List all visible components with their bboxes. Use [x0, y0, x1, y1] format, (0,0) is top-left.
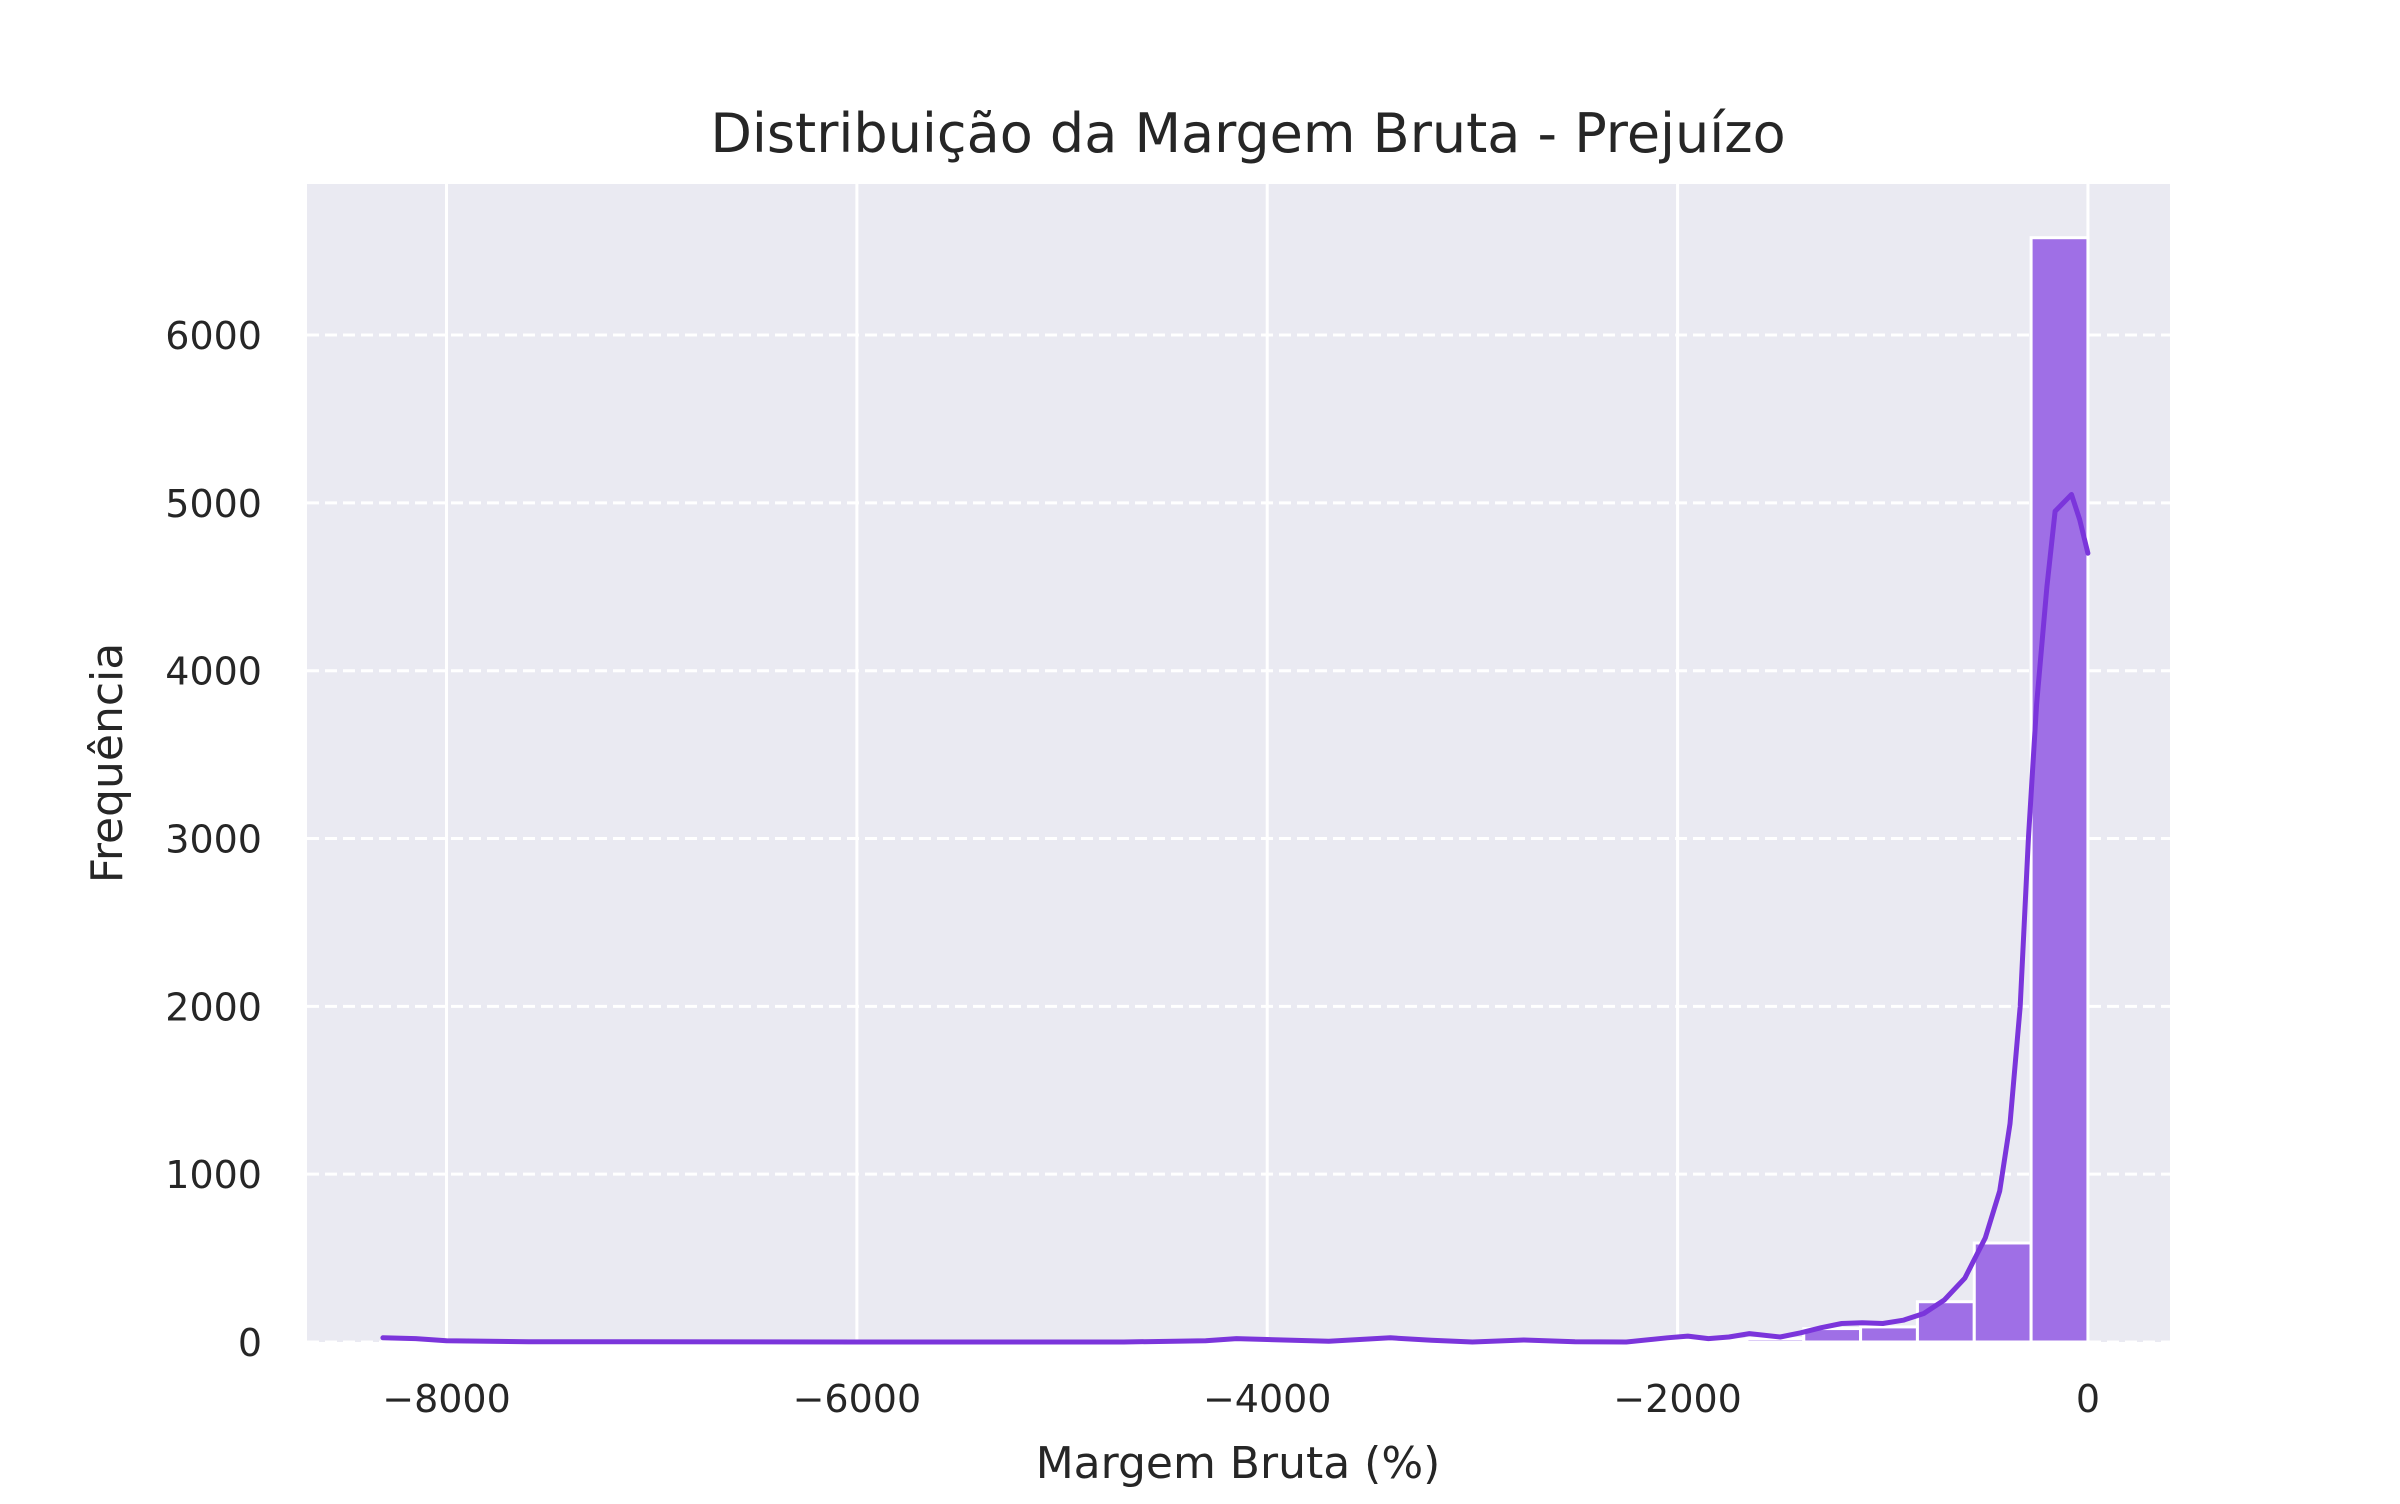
- y-tick-label: 4000: [165, 650, 262, 694]
- x-axis-title: Margem Bruta (%): [1036, 1438, 1441, 1489]
- histogram-bar: [1972, 1241, 2033, 1344]
- histogram-bar: [1745, 1337, 1806, 1344]
- y-tick-label: 2000: [165, 985, 262, 1029]
- kde-curve: [380, 492, 2091, 1345]
- chart-title: Distribuição da Margem Bruta - Prejuízo: [710, 102, 1785, 165]
- kde-curve-layer: [380, 492, 2091, 1345]
- y-tick-label: 5000: [165, 482, 262, 526]
- x-tick-label: −6000: [793, 1377, 922, 1421]
- x-tick-label: −8000: [382, 1377, 511, 1421]
- y-tick-label: 1000: [165, 1153, 262, 1197]
- y-tick-label: 3000: [165, 818, 262, 862]
- plot-background: [307, 184, 2170, 1342]
- histogram-bar: [1915, 1300, 1976, 1344]
- y-tick-label: 6000: [165, 314, 262, 358]
- x-tick-label: −4000: [1203, 1377, 1332, 1421]
- x-tick-label: 0: [2076, 1377, 2100, 1421]
- histogram-bar: [2029, 236, 2090, 1344]
- tick-labels: −8000 −6000 −4000 −2000 0 0 1000 2000 3000 4000 50…: [165, 314, 2100, 1421]
- y-tick-label: 0: [238, 1321, 262, 1365]
- histogram-bar: [1859, 1325, 1919, 1344]
- y-axis-title: Frequência: [82, 643, 133, 883]
- x-tick-label: −2000: [1613, 1377, 1742, 1421]
